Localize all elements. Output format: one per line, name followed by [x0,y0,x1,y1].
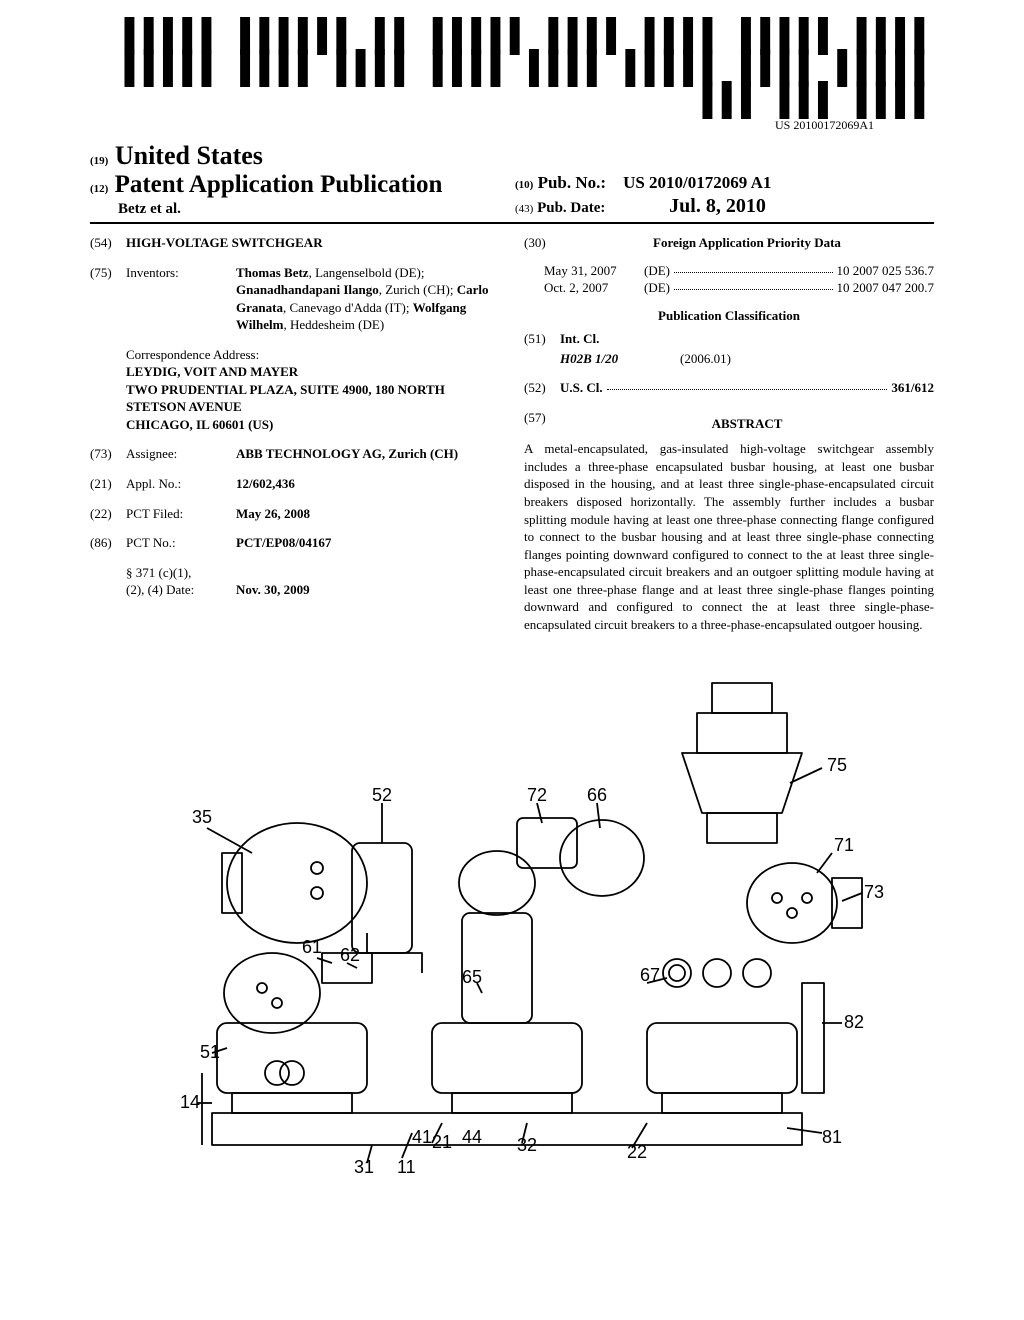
svg-text:62: 62 [340,945,360,965]
svg-text:14: 14 [180,1092,200,1112]
foreign-priority-row: May 31, 2007(DE)10 2007 025 536.7 [544,262,934,280]
pubno: US 2010/0172069 A1 [623,173,771,192]
uscl-label: U.S. Cl. [560,380,603,395]
pctfiled-code: (22) [90,505,126,523]
svg-text:22: 22 [627,1142,647,1162]
abstract-title: ABSTRACT [560,415,934,433]
assignee: ABB TECHNOLOGY AG, Zurich (CH) [236,446,458,461]
corr-line: LEYDIG, VOIT AND MAYER [126,363,500,381]
svg-text:44: 44 [462,1127,482,1147]
pubdate: Jul. 8, 2010 [609,195,766,217]
uscl-code: (52) [524,379,560,397]
svg-text:61: 61 [302,937,322,957]
pubdate-code: (43) [515,203,533,215]
s371-date: Nov. 30, 2009 [236,582,310,597]
invention-title: HIGH-VOLTAGE SWITCHGEAR [126,234,323,252]
assignee-label: Assignee: [126,445,236,463]
doc-code: (12) [90,183,108,195]
svg-text:35: 35 [192,807,212,827]
svg-text:51: 51 [200,1042,220,1062]
foreign-title: Foreign Application Priority Data [560,234,934,252]
right-column: (30) Foreign Application Priority Data M… [524,234,934,633]
pubdate-label: Pub. Date: [537,200,605,216]
barcode: ▌▌▌▌▌ ▌▌▌▌▌▌ ▌▌ ▌▌▌▌▌ ▌▌▌▌ ▌▌▌▌ ▌▌▌▌▌ ▌▌… [90,20,934,116]
svg-text:73: 73 [864,882,884,902]
intcl-class: H02B 1/20 [560,351,618,366]
pctno-label: PCT No.: [126,534,236,552]
pctno: PCT/EP08/04167 [236,535,331,550]
svg-text:81: 81 [822,1127,842,1147]
foreign-priority-row: Oct. 2, 2007(DE)10 2007 047 200.7 [544,279,934,297]
abstract-body: A metal-encapsulated, gas-insulated high… [524,440,934,633]
svg-text:72: 72 [527,785,547,805]
svg-text:11: 11 [397,1157,416,1177]
barcode-number: US 20100172069A1 [90,118,934,133]
intcl-label: Int. Cl. [560,331,599,346]
inventors-code: (75) [90,264,126,334]
applno-code: (21) [90,475,126,493]
svg-text:75: 75 [827,755,847,775]
pctfiled-label: PCT Filed: [126,505,236,523]
doc-type: Patent Application Publication [115,171,443,198]
corr-line: CHICAGO, IL 60601 (US) [126,416,500,434]
pctfiled: May 26, 2008 [236,506,310,521]
header: (19) United States (12) Patent Applicati… [90,141,934,224]
svg-text:32: 32 [517,1135,537,1155]
title-code: (54) [90,234,126,252]
authors: Betz et al. [90,201,509,218]
svg-text:21: 21 [432,1132,452,1152]
left-column: (54) HIGH-VOLTAGE SWITCHGEAR (75) Invent… [90,234,500,633]
svg-text:52: 52 [372,785,392,805]
svg-text:41: 41 [412,1127,432,1147]
inventors: Thomas Betz, Langenselbold (DE); Gnanadh… [236,264,500,334]
pubno-label: Pub. No.: [538,173,606,192]
uscl-val: 361/612 [891,380,934,395]
inventors-label: Inventors: [126,264,236,334]
svg-text:31: 31 [354,1157,374,1177]
corr-label: Correspondence Address: [126,346,500,364]
applno-label: Appl. No.: [126,475,236,493]
svg-text:65: 65 [462,967,482,987]
corr-line: TWO PRUDENTIAL PLAZA, SUITE 4900, 180 NO… [126,381,500,416]
svg-text:82: 82 [844,1012,864,1032]
intcl-ver: (2006.01) [680,350,731,368]
intcl-code: (51) [524,330,560,348]
svg-text:67: 67 [640,965,660,985]
pubno-code: (10) [515,179,533,191]
s371-sub: (2), (4) Date: [126,581,236,599]
applno: 12/602,436 [236,476,295,491]
pubclass-title: Publication Classification [524,307,934,325]
assignee-code: (73) [90,445,126,463]
svg-text:66: 66 [587,785,607,805]
correspondence: Correspondence Address: LEYDIG, VOIT AND… [126,346,500,434]
svg-text:71: 71 [834,835,854,855]
country: United States [115,141,263,170]
pctno-code: (86) [90,534,126,552]
foreign-code: (30) [524,234,560,258]
abstract-code: (57) [524,409,560,439]
s371-label: § 371 (c)(1), [126,564,236,582]
patent-figure: 35 52 72 66 75 71 73 61 62 65 67 82 51 1… [90,653,934,1198]
country-code: (19) [90,155,108,167]
